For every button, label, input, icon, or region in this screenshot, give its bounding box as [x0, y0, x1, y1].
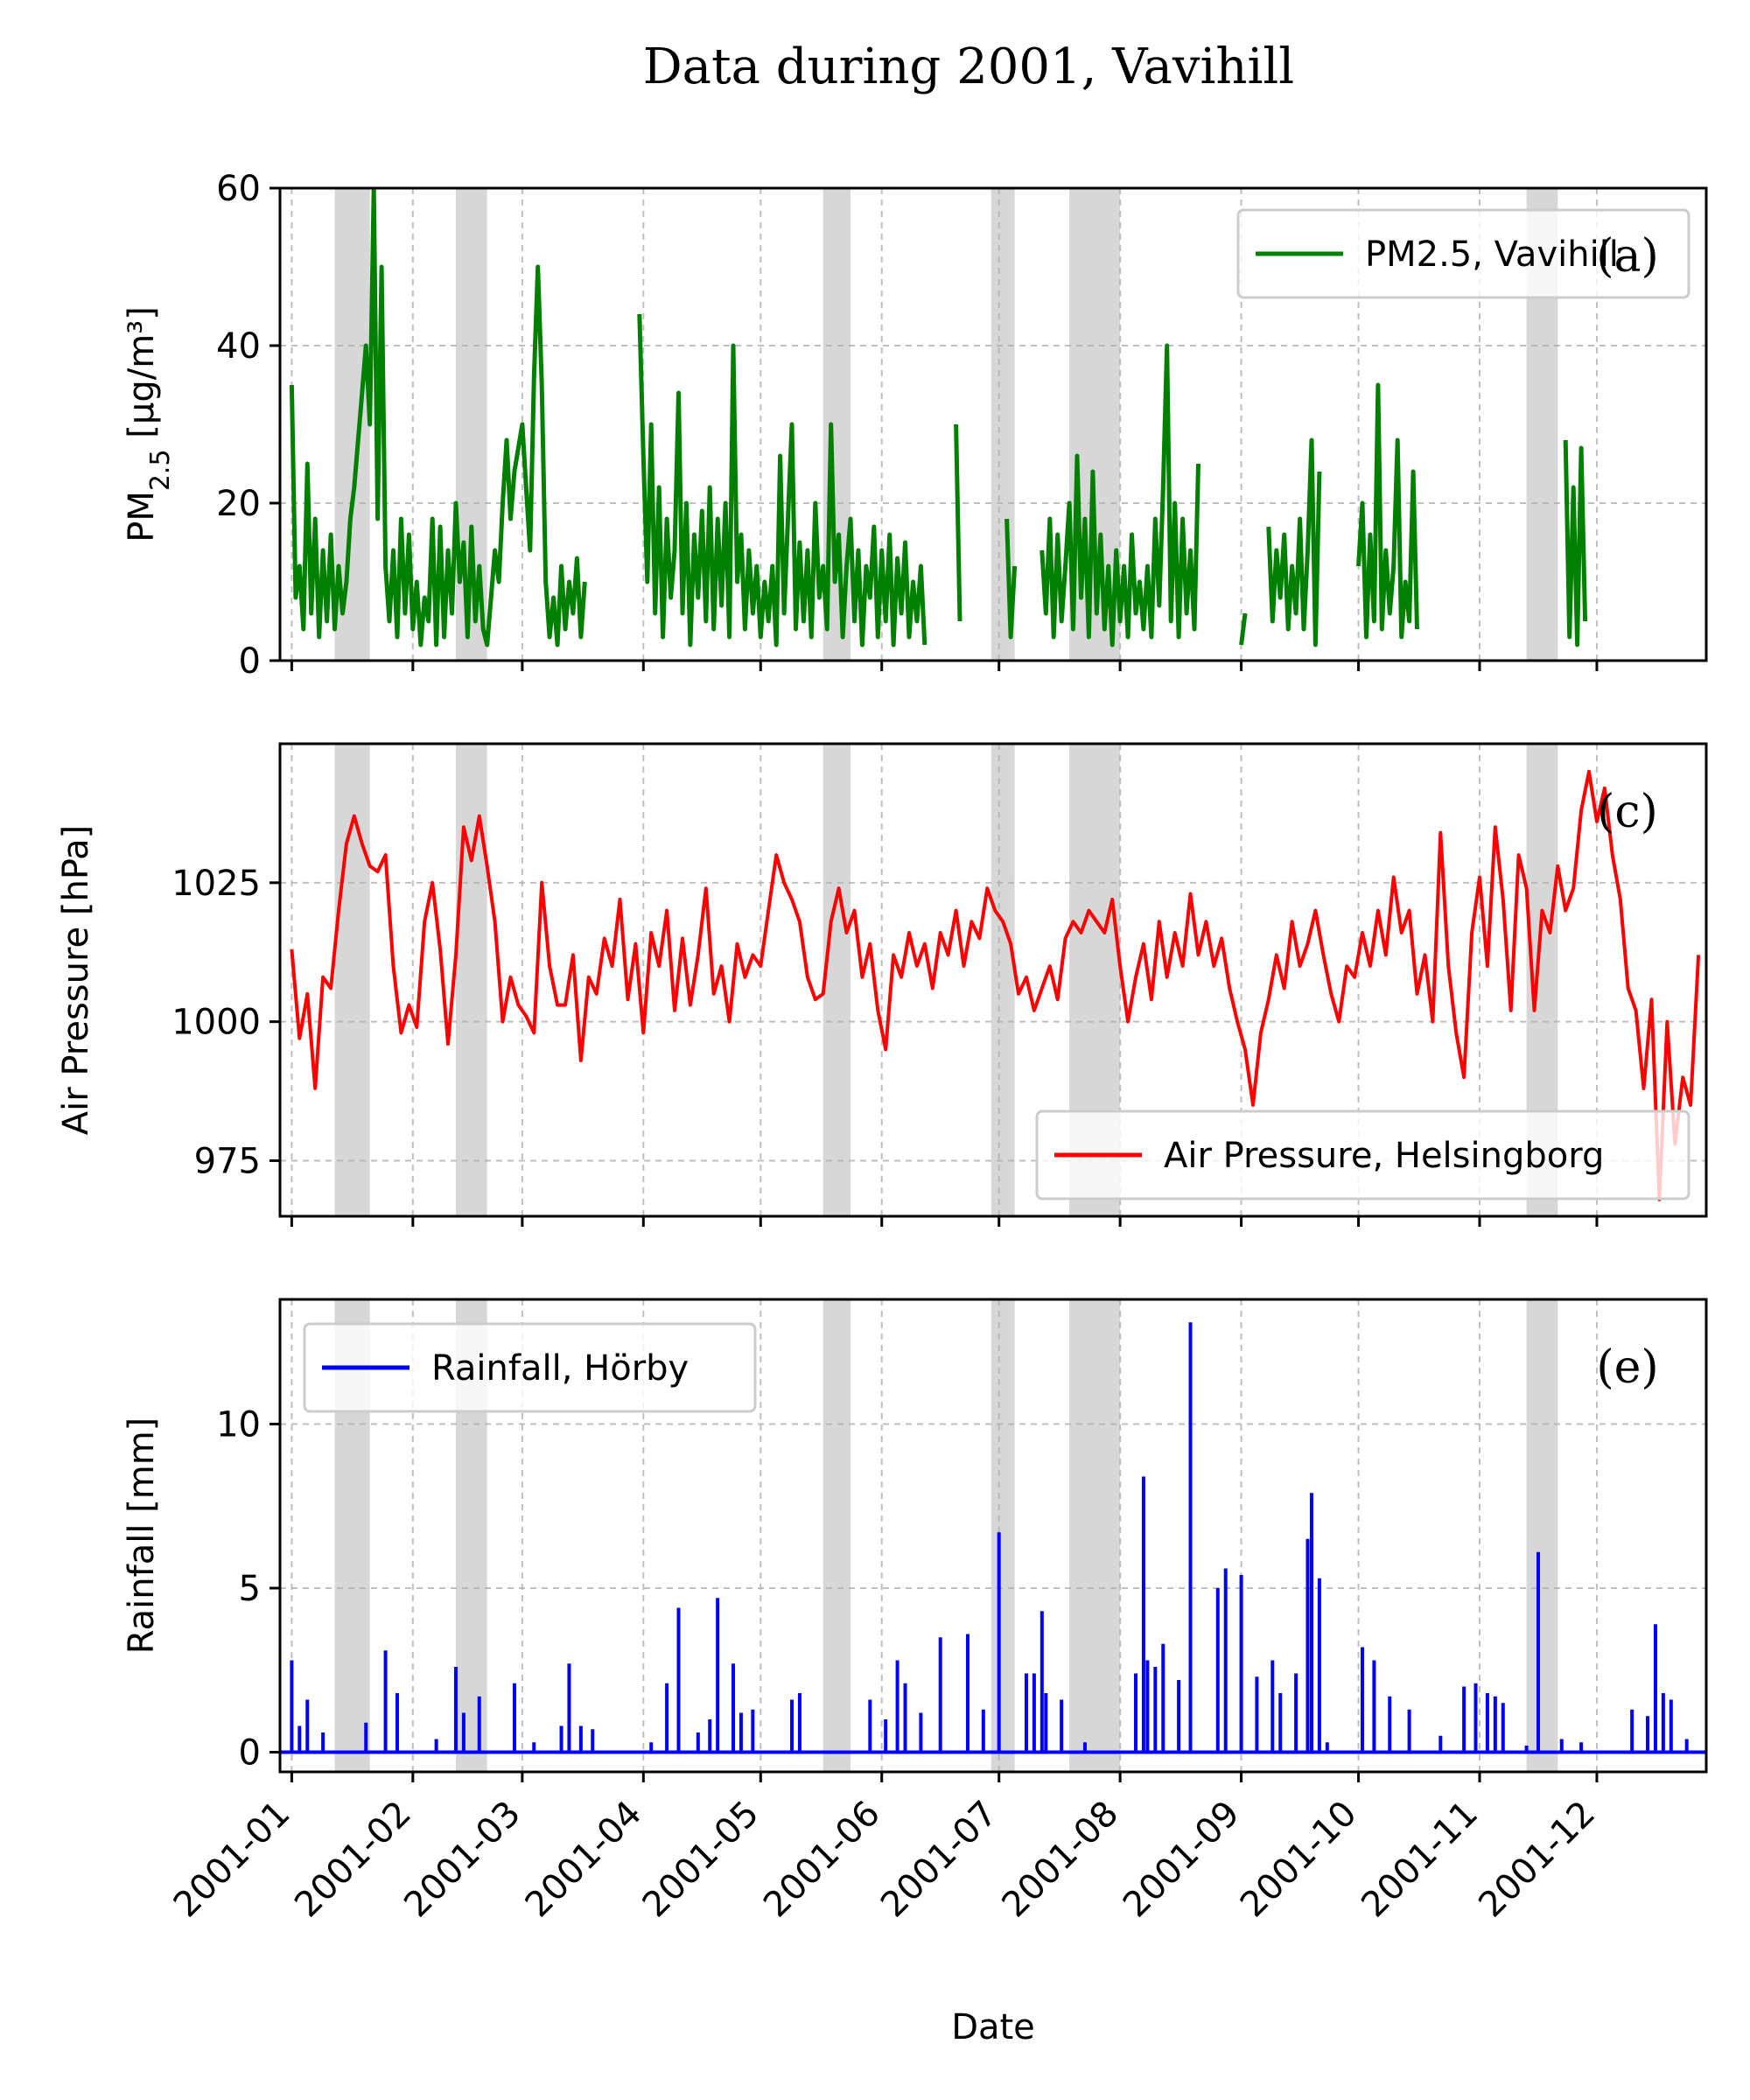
axes-frame — [278, 1298, 1708, 1774]
y-tick-label: 10 — [216, 1405, 261, 1446]
legend: Air Pressure, Helsingborg — [1035, 1110, 1690, 1200]
shaded-period — [822, 1299, 850, 1772]
y-tick-label: 0 — [239, 641, 261, 682]
x-tick-label: 2001-05 — [635, 1794, 767, 1926]
legend-box — [1236, 208, 1690, 299]
series-pressure — [290, 769, 1701, 1201]
x-tick-label: 2001-11 — [1354, 1794, 1486, 1926]
axes-frame — [278, 742, 1708, 1218]
series-line-pm25 — [954, 424, 962, 622]
panel-label: (a) — [1596, 230, 1659, 283]
shaded-period — [822, 744, 850, 1216]
panel-pressure: 975 1000 1025 Air Pressure [hPa] Air Pressur… — [56, 742, 1708, 1227]
y-axis-label: Air Pressure [hPa] — [56, 825, 96, 1136]
x-tick-label: 2001-08 — [994, 1794, 1126, 1926]
series-pm25 — [289, 188, 1588, 648]
series-line-pm25 — [1004, 518, 1018, 640]
legend: Rainfall, Hörby — [303, 1322, 757, 1413]
legend-label: Air Pressure, Helsingborg — [1164, 1136, 1604, 1176]
y-tick-label: 20 — [216, 484, 261, 524]
series-line-pm25 — [1356, 382, 1419, 640]
legend-label: PM2.5, Vavihill — [1365, 234, 1619, 275]
y-tick-label: 1025 — [172, 864, 261, 904]
series-line-pm25 — [1040, 343, 1200, 648]
x-axis-label: Date — [951, 2007, 1035, 2048]
y-tick-label: 60 — [216, 169, 261, 209]
series-line-pm25 — [1266, 438, 1322, 648]
y-tick-label: 1000 — [172, 1003, 261, 1043]
x-tick-label: 2001-09 — [1116, 1794, 1248, 1926]
panels: 0 20 40 60 PM2.5 [µg/m³] PM2.5, Vavihill(a) 97… — [56, 169, 1708, 1926]
chart-title: Data during 2001, Vavihill — [643, 38, 1294, 95]
legend-label: Rainfall, Hörby — [431, 1348, 689, 1389]
x-tick-label: 2001-07 — [873, 1794, 1005, 1926]
shaded-period — [990, 744, 1015, 1216]
panel-pm25: 0 20 40 60 PM2.5 [µg/m³] PM2.5, Vavihill(a) — [122, 169, 1708, 682]
x-tick-label: 2001-06 — [756, 1794, 888, 1926]
y-tick-label: 0 — [239, 1733, 261, 1774]
y-tick-label: 5 — [239, 1569, 261, 1609]
shaded-period — [334, 744, 370, 1216]
x-tick-label: 2001-10 — [1233, 1794, 1365, 1926]
panel-label: (e) — [1596, 1341, 1658, 1394]
shaded-period — [1069, 1299, 1121, 1772]
y-axis-label: Rainfall [mm] — [122, 1418, 162, 1655]
x-tick-label: 2001-02 — [287, 1794, 419, 1926]
panel-rainfall: 05102001-012001-022001-032001-042001-052… — [122, 1298, 1708, 1926]
y-tick-label: 975 — [194, 1141, 261, 1181]
shaded-period — [455, 744, 487, 1216]
x-tick-label: 2001-04 — [518, 1794, 650, 1926]
x-tick-label: 2001-12 — [1471, 1794, 1603, 1926]
legend: PM2.5, Vavihill — [1236, 208, 1690, 299]
axes-frame — [278, 186, 1708, 662]
legend-box — [303, 1322, 757, 1413]
panel-label: (c) — [1597, 786, 1658, 838]
y-axis-label: PM2.5 [µg/m³] — [122, 306, 176, 542]
series-line-pm25 — [289, 188, 587, 648]
y-tick-label: 40 — [216, 326, 261, 367]
series-line-pm25 — [1239, 612, 1248, 646]
series-line-pm25 — [1563, 439, 1588, 648]
x-tick-label: 2001-01 — [166, 1794, 298, 1926]
series-line-pm25 — [637, 313, 928, 648]
legend-box — [1035, 1110, 1690, 1200]
x-tick-label: 2001-03 — [396, 1794, 528, 1926]
series-rainfall — [280, 1322, 1706, 1754]
shaded-period — [990, 1299, 1015, 1772]
shaded-period — [1526, 1299, 1558, 1772]
series-line-pressure — [290, 769, 1701, 1201]
